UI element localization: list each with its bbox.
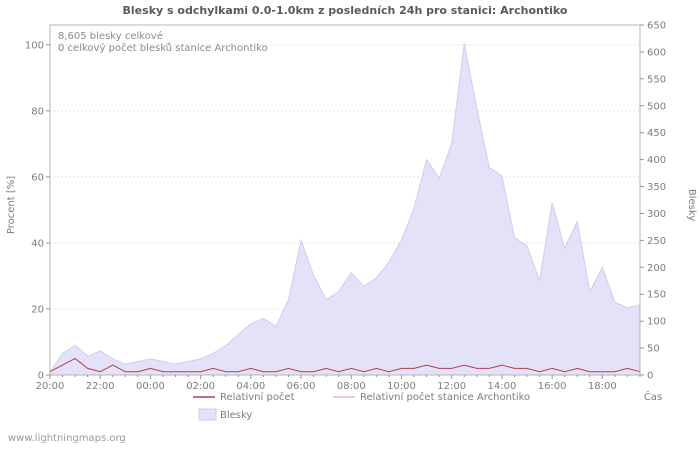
legend-marker-blesky [198,408,217,421]
chart-title: Blesky s odchylkami 0.0-1.0km z poslední… [123,4,568,17]
tick-label-left: 20 [31,304,44,315]
plot-border [49,24,641,376]
area-series-blesky [50,43,640,375]
tick-label-left: 100 [25,40,44,51]
tick-label-x: 18:00 [588,381,617,392]
watermark: www.lightningmaps.org [8,433,126,444]
tick-label-left: 0 [38,371,44,382]
tick-label-right: 50 [647,344,660,355]
tick-label-x: 08:00 [337,381,366,392]
line-series [49,357,641,373]
area-edge-blesky [49,43,641,373]
tick-label-right: 500 [647,101,666,112]
tick-label-right: 200 [647,263,666,274]
tick-label-x: 12:00 [437,381,466,392]
legend-label-blesky: Blesky [220,410,252,421]
legend: Relativní počet Relativní počet stanice … [193,391,530,421]
tick-label-right: 550 [647,74,666,85]
annotation-station: 0 celkový počet blesků stanice Archontik… [58,42,268,54]
tick-label-x: 06:00 [287,381,316,392]
tick-label-right: 350 [647,182,666,193]
tick-label-right: 150 [647,290,666,301]
legend-label-relativni-pocet-stanice: Relativní počet stanice Archontiko [360,391,530,403]
tick-label-x: 14:00 [488,381,517,392]
x-axis-label: Čas [644,390,662,403]
tick-label-x: 16:00 [538,381,567,392]
tick-label-right: 0 [647,371,653,382]
y-right-axis-label: Blesky [686,189,697,221]
tick-label-right: 250 [647,236,666,247]
tick-label-x: 02:00 [186,381,215,392]
tick-label-right: 100 [647,317,666,328]
chart-series [49,43,641,376]
tick-label-left: 60 [31,172,44,183]
tick-label-x: 04:00 [236,381,265,392]
tick-label-right: 450 [647,128,666,139]
y-left-axis-label: Procent [%] [6,176,17,234]
tick-label-right: 650 [647,21,666,32]
tick-label-right: 600 [647,47,666,58]
tick-label-left: 80 [31,106,44,117]
tick-label-x: 00:00 [136,381,165,392]
tick-label-right: 400 [647,155,666,166]
tick-label-x: 22:00 [86,381,115,392]
tick-label-x: 20:00 [36,381,65,392]
tick-label-left: 40 [31,238,44,249]
legend-label-relativni-pocet: Relativní počet [220,391,295,403]
axis-ticks: 0 20 40 60 80 100 0 50 100 150 200 250 300 350 400 450 5… [25,21,666,393]
tick-label-x: 10:00 [387,381,416,392]
tick-label-right: 300 [647,209,666,220]
annotation-total: 8,605 blesky celkové [58,30,163,42]
